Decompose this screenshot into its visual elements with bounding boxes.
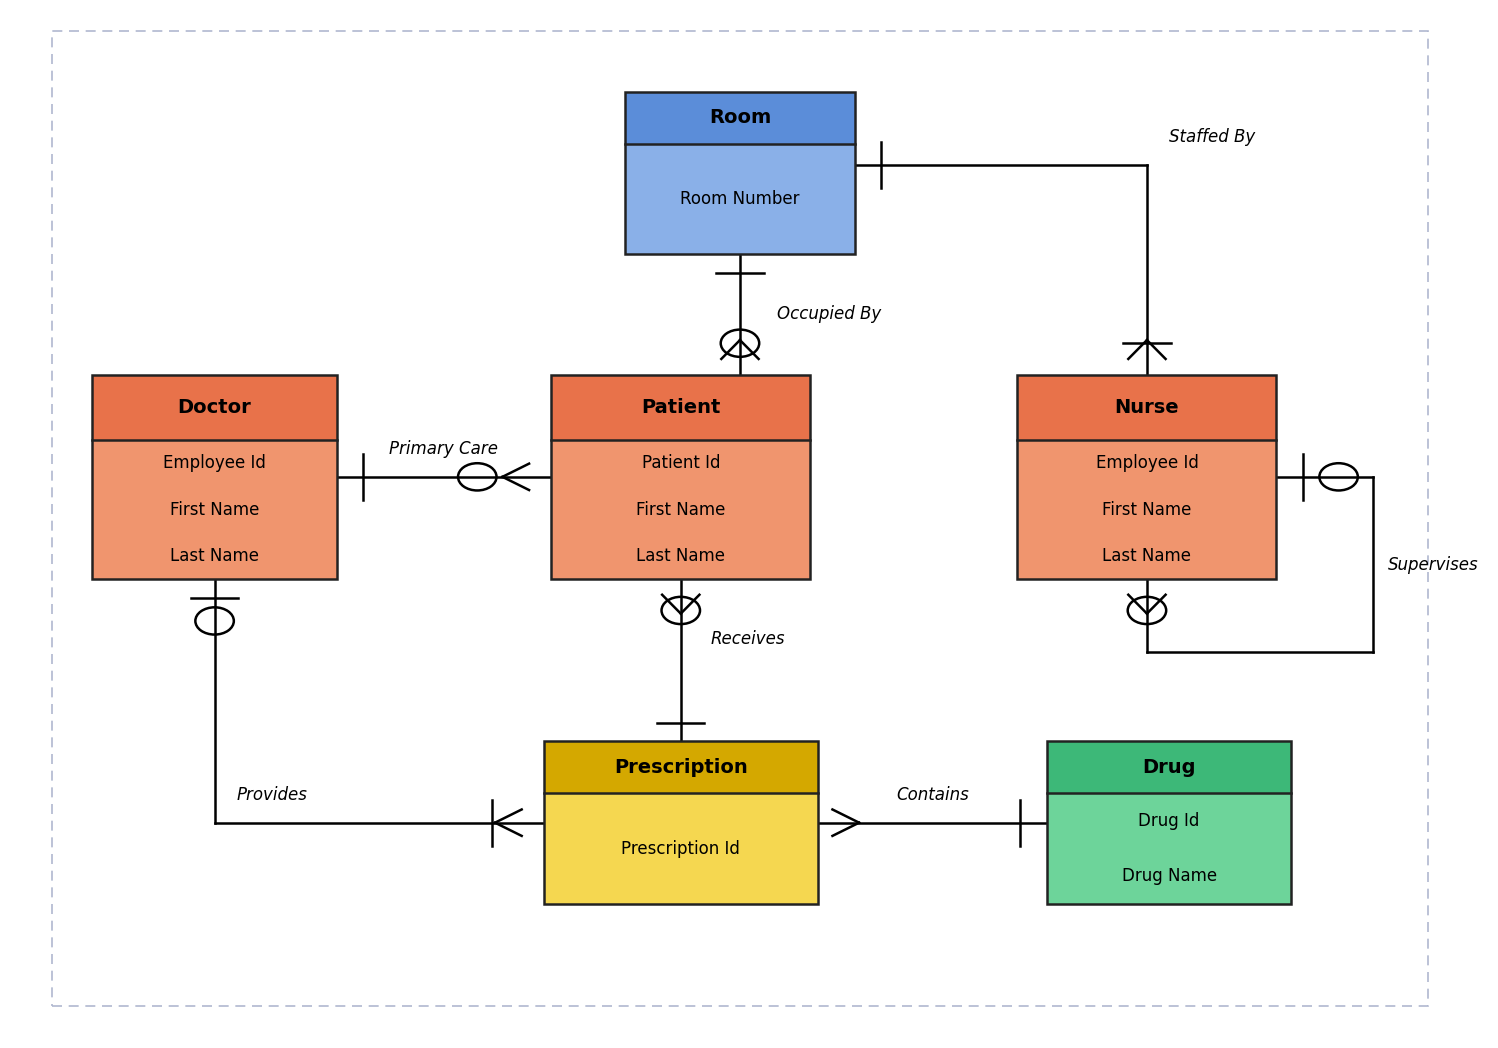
Text: First Name: First Name [169,501,259,519]
Bar [551,374,810,440]
Text: Patient Id: Patient Id [641,454,721,473]
Bar [625,92,855,255]
Bar [1017,374,1276,578]
Text: First Name: First Name [1103,501,1191,519]
Text: Last Name: Last Name [1103,547,1191,565]
Bar [1017,440,1276,578]
Text: Drug: Drug [1143,758,1195,777]
Bar [544,742,818,903]
Text: Employee Id: Employee Id [163,454,267,473]
Bar [544,742,818,793]
Text: Prescription Id: Prescription Id [622,839,740,857]
Text: Nurse: Nurse [1115,398,1179,417]
Text: Employee Id: Employee Id [1095,454,1198,473]
Bar [1017,374,1276,440]
Bar [551,440,810,578]
Text: Staffed By: Staffed By [1168,128,1255,146]
Bar [1047,742,1291,903]
Text: Drug Name: Drug Name [1122,868,1216,886]
Text: Drug Id: Drug Id [1138,812,1200,830]
Text: Primary Care: Primary Care [389,440,499,458]
Bar [625,144,855,255]
Bar [625,92,855,144]
Bar [544,793,818,903]
Bar [1047,793,1291,903]
Text: Room: Room [709,108,771,127]
Bar [1047,742,1291,793]
Bar [93,374,337,440]
Text: Last Name: Last Name [637,547,725,565]
Text: First Name: First Name [637,501,725,519]
Text: Supervises: Supervises [1387,555,1479,573]
Text: Patient: Patient [641,398,721,417]
Text: Contains: Contains [896,786,969,804]
Bar [93,440,337,578]
Text: Receives: Receives [710,630,785,649]
Text: Occupied By: Occupied By [777,305,881,324]
Text: Prescription: Prescription [614,758,748,777]
Text: Room Number: Room Number [680,190,800,208]
Text: Last Name: Last Name [171,547,259,565]
Bar [93,374,337,578]
Text: Doctor: Doctor [178,398,252,417]
Text: Provides: Provides [237,786,307,804]
Bar [551,374,810,578]
